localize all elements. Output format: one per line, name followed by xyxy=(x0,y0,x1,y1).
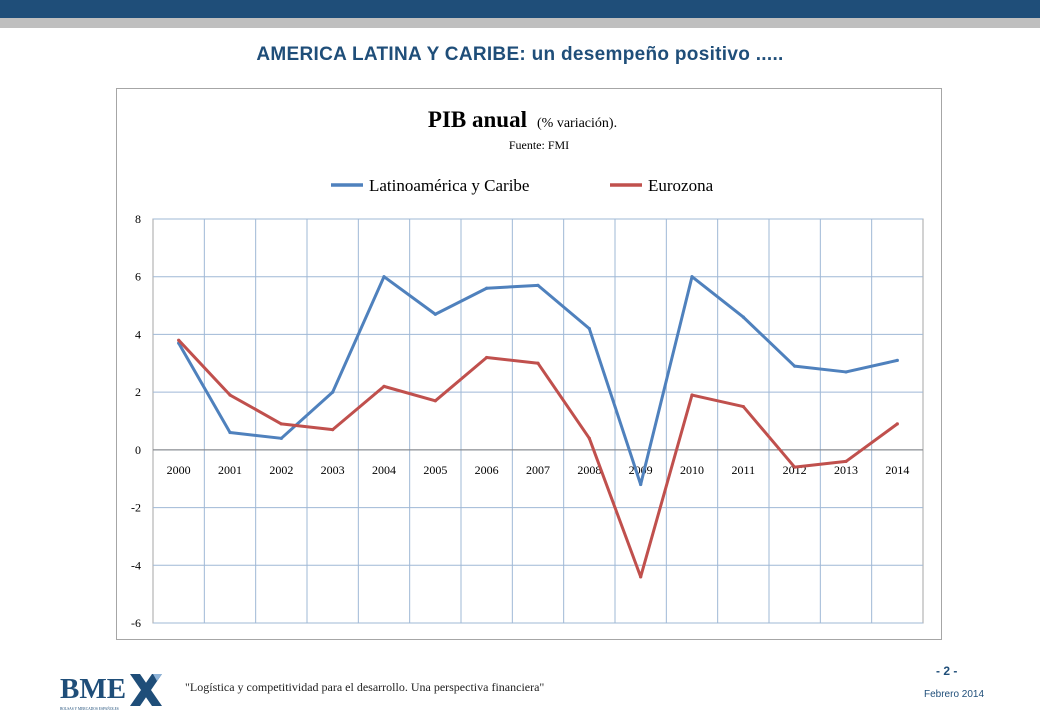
pib-line-chart: PIB anual (% variación). Fuente: FMI Lat… xyxy=(131,107,924,630)
bme-logo-subtitle: BOLSAS Y MERCADOS ESPAÑOLES xyxy=(60,706,119,711)
y-tick-label: 4 xyxy=(135,327,141,341)
x-tick-label: 2006 xyxy=(475,463,499,477)
chart-title-group: PIB anual (% variación). Fuente: FMI xyxy=(428,107,617,152)
data-point xyxy=(741,315,745,319)
legend-label: Latinoamérica y Caribe xyxy=(369,176,529,195)
header-band xyxy=(0,0,1040,18)
chart-subtitle: Fuente: FMI xyxy=(509,138,569,152)
page-number: - 2 - xyxy=(936,664,958,678)
header-stripe xyxy=(0,18,1040,28)
chart-title: PIB anual xyxy=(428,107,527,132)
footer-quote: "Logística y competitividad para el desa… xyxy=(185,680,545,694)
y-tick-label: -4 xyxy=(131,558,141,572)
data-point xyxy=(382,275,386,279)
chart-legend: Latinoamérica y Caribe Eurozona xyxy=(331,176,714,195)
bme-logo: BME BOLSAS Y MERCADOS ESPAÑOLES xyxy=(60,673,162,711)
data-point xyxy=(177,338,181,342)
data-point xyxy=(793,364,797,368)
x-tick-label: 2008 xyxy=(577,463,601,477)
data-point xyxy=(844,459,848,463)
bme-logo-text: BME xyxy=(60,673,126,705)
data-point xyxy=(895,358,899,362)
y-tick-label: 6 xyxy=(135,270,141,284)
x-tick-label: 2003 xyxy=(321,463,345,477)
data-point xyxy=(587,327,591,331)
data-point xyxy=(331,390,335,394)
data-point xyxy=(536,283,540,287)
x-tick-label: 2007 xyxy=(526,463,550,477)
data-point xyxy=(536,361,540,365)
series-line-1 xyxy=(177,339,899,579)
data-point xyxy=(279,422,283,426)
data-point xyxy=(793,465,797,469)
slide-title: AMERICA LATINA Y CARIBE: un desempeño po… xyxy=(256,44,784,65)
data-point xyxy=(279,436,283,440)
data-point xyxy=(690,393,694,397)
y-tick-label: -2 xyxy=(131,501,141,515)
data-point xyxy=(895,422,899,426)
plot-border xyxy=(152,218,924,624)
data-point xyxy=(228,430,232,435)
y-tick-label: 8 xyxy=(135,212,141,226)
data-point xyxy=(228,393,232,397)
y-tick-label: 2 xyxy=(135,385,141,399)
data-point xyxy=(844,370,848,374)
x-tick-label: 2013 xyxy=(834,463,858,477)
x-tick-label: 2002 xyxy=(269,463,293,477)
x-tick-label: 2000 xyxy=(167,463,191,477)
bme-logo-x-mark xyxy=(130,674,162,706)
chart-title-suffix: (% variación). xyxy=(537,116,617,131)
x-tick-label: 2001 xyxy=(218,463,242,477)
legend-label: Eurozona xyxy=(648,176,714,195)
x-tick-label: 2009 xyxy=(629,463,653,477)
x-tick-label: 2004 xyxy=(372,463,396,477)
data-point xyxy=(741,404,745,409)
data-point xyxy=(433,312,437,316)
x-tick-label: 2010 xyxy=(680,463,704,477)
x-tick-label: 2011 xyxy=(732,463,756,477)
footer-date: Febrero 2014 xyxy=(924,689,985,700)
plot-area: 8 6 4 2 0 -2 -4 -6 2000 2001 2002 2003 2004 2005 2006 2… xyxy=(131,212,924,630)
data-point xyxy=(382,384,386,388)
chart-frame: PIB anual (% variación). Fuente: FMI Lat… xyxy=(116,88,942,640)
data-point xyxy=(433,399,437,403)
data-point xyxy=(690,275,694,279)
data-point xyxy=(485,355,489,360)
data-point xyxy=(639,575,643,579)
data-point xyxy=(639,482,643,487)
x-tick-label: 2014 xyxy=(885,463,909,477)
data-point xyxy=(587,436,591,440)
series-line-0 xyxy=(177,275,898,486)
y-tick-label: -6 xyxy=(131,616,141,630)
data-point xyxy=(331,428,335,432)
data-point xyxy=(485,286,489,290)
y-tick-label: 0 xyxy=(135,443,141,457)
x-tick-label: 2005 xyxy=(423,463,447,477)
